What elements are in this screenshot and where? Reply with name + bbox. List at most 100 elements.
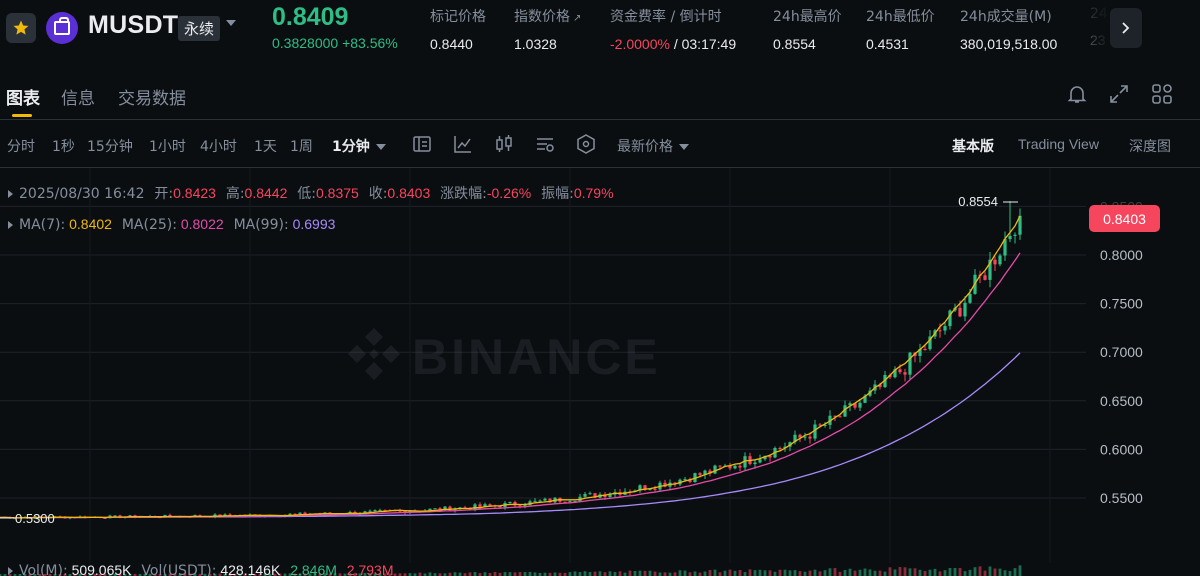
timeframe-1s[interactable]: 1秒	[52, 139, 75, 155]
timeframe-4h[interactable]: 4小时	[200, 139, 237, 155]
volume-bar	[878, 570, 882, 576]
candle-up	[1008, 235, 1012, 240]
candle-down	[768, 455, 772, 458]
volume-bar	[913, 568, 917, 576]
collapse-caret-icon[interactable]	[8, 221, 13, 230]
candle-up	[113, 515, 117, 517]
volume-bar	[433, 573, 437, 576]
hexagon-settings-icon[interactable]	[575, 133, 597, 155]
stat-value: -2.0000% / 03:17:49	[610, 36, 736, 52]
view-trading-view[interactable]: Trading View	[1018, 136, 1099, 152]
volume-bar	[263, 573, 267, 576]
volume-bar	[473, 572, 477, 576]
indicator-list-icon[interactable]	[411, 133, 433, 155]
volume-bar	[448, 572, 452, 576]
volume-bar	[643, 570, 647, 576]
volume-bar	[678, 570, 682, 576]
timeframe-time-sharing[interactable]: 分时	[7, 139, 35, 155]
volume-bar	[338, 573, 342, 576]
line-chart-icon[interactable]	[452, 133, 474, 155]
volume-bar	[693, 571, 697, 576]
candle-up	[908, 352, 912, 375]
volume-bar	[303, 573, 307, 576]
view-depth-chart[interactable]: 深度图	[1129, 139, 1171, 155]
candle-up	[883, 374, 887, 388]
volume-bar	[928, 569, 932, 576]
candle-up	[863, 395, 867, 403]
candlestick-icon[interactable]	[493, 133, 515, 155]
timeframe-1m-dropdown[interactable]: 1分钟	[332, 136, 386, 156]
timeframe-1d[interactable]: 1天	[254, 139, 277, 155]
volume-bar	[283, 573, 287, 576]
volume-bar	[508, 572, 512, 576]
market-header: MUSDT 永续 0.8409 0.3828000 +83.56% 标记价格 0…	[0, 0, 1200, 62]
volume-bar	[393, 573, 397, 576]
volume-bar	[708, 570, 712, 576]
volume-bar	[968, 569, 972, 576]
timeframe-15m[interactable]: 15分钟	[87, 139, 133, 155]
volume-bar	[573, 571, 577, 576]
low-label: 低:	[297, 186, 316, 202]
price-change: 0.3828000 +83.56%	[272, 35, 398, 51]
volume-bar	[748, 569, 752, 576]
candle-down	[708, 470, 712, 474]
view-basic[interactable]: 基本版	[952, 139, 994, 155]
tab-trading-data[interactable]: 交易数据	[118, 89, 186, 109]
collapse-caret-icon[interactable]	[8, 567, 13, 576]
volume-bar	[318, 573, 322, 576]
kline-chart[interactable]: BINANCE 0.85000.80000.75000.70000.65000.…	[0, 168, 1200, 576]
volume-bar	[328, 573, 332, 576]
collapse-caret-icon[interactable]	[8, 190, 13, 199]
volume-bar	[293, 573, 297, 576]
volume-bar	[348, 573, 352, 576]
volume-bar	[118, 573, 122, 576]
candle-down	[838, 416, 842, 418]
tab-chart[interactable]: 图表	[6, 89, 40, 109]
settings-sliders-icon[interactable]	[534, 133, 556, 155]
change-label: 涨跌幅:	[440, 186, 487, 202]
vol-ma-value-2: 2.793M	[346, 562, 394, 576]
volume-bar	[463, 573, 467, 576]
high-label: 高:	[225, 186, 245, 202]
stat-index-price: 指数价格 ↗ 1.0328	[514, 6, 581, 52]
price-type-dropdown[interactable]: 最新价格	[617, 136, 689, 156]
volume-bar	[93, 573, 97, 576]
candle-up	[288, 513, 292, 515]
symbol-name[interactable]: MUSDT	[88, 11, 179, 39]
vol-usdt-label: Vol(USDT):	[141, 563, 217, 576]
tab-info[interactable]: 信息	[61, 89, 95, 109]
candle-down	[383, 510, 387, 512]
chart-canvas[interactable]: BINANCE 0.85000.80000.75000.70000.65000.…	[0, 168, 1200, 576]
volume-bar	[663, 572, 667, 576]
volume-bar	[413, 573, 417, 576]
high-value: 0.8442	[244, 185, 288, 201]
candle-up	[568, 501, 572, 503]
candle-up	[1003, 239, 1007, 256]
volume-bar	[288, 573, 292, 576]
volume-bar	[653, 571, 657, 576]
fullscreen-icon[interactable]	[1107, 82, 1131, 106]
volume-bar	[113, 573, 117, 576]
volume-bar	[518, 572, 522, 576]
volume-bar	[213, 573, 217, 576]
volume-bar	[938, 571, 942, 576]
timeframe-1h[interactable]: 1小时	[149, 139, 186, 155]
stats-scroll-right-button[interactable]	[1110, 8, 1142, 48]
candle-up	[453, 508, 457, 511]
volume-bar	[733, 570, 737, 576]
timeframe-1w[interactable]: 1周	[290, 139, 313, 155]
volume-bar	[838, 571, 842, 576]
stat-24h-low: 24h最低价 0.4531	[866, 6, 935, 52]
bell-icon[interactable]	[1065, 82, 1089, 106]
favorite-star-button[interactable]	[6, 13, 36, 43]
external-link-icon[interactable]: ↗	[573, 13, 582, 24]
volume-bar	[58, 573, 62, 576]
volume-bar	[713, 569, 717, 576]
volume-bar	[388, 573, 392, 576]
candle-down	[903, 372, 907, 375]
candle-up	[963, 302, 967, 317]
layout-grid-icon[interactable]	[1150, 82, 1174, 106]
candle-up	[543, 498, 547, 501]
volume-bar	[583, 571, 587, 576]
symbol-dropdown-caret-icon[interactable]	[226, 20, 236, 26]
